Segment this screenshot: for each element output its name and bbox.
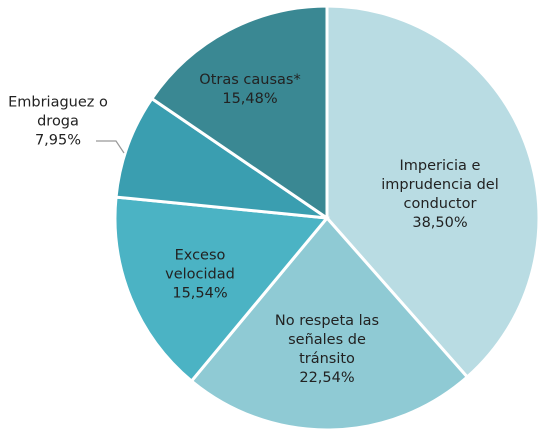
- category-label: Otras causas*: [199, 72, 301, 88]
- slice-label: Impericia e imprudencia del conductor 38,…: [370, 157, 510, 233]
- pie-slice: [114, 96, 328, 220]
- category-label: No respeta las señales de tránsito: [274, 313, 380, 367]
- slice-label: No respeta las señales de tránsito 22,54%: [262, 312, 392, 388]
- category-label: Embriaguez o droga: [8, 94, 108, 130]
- slice-label: Otras causas* 15,48%: [180, 71, 320, 109]
- value-label: 7,95%: [34, 132, 82, 149]
- value-label: 22,54%: [299, 370, 355, 386]
- pie-slice: [325, 4, 539, 380]
- pie-slice: [189, 215, 470, 432]
- value-label: 15,48%: [222, 91, 278, 107]
- value-label: 15,54%: [172, 285, 228, 302]
- pie-slice: [113, 195, 330, 384]
- category-label: Impericia e imprudencia del conductor: [381, 158, 499, 212]
- slice-label: Embriaguez o droga 7,95%: [3, 94, 113, 151]
- pie-slice: [149, 4, 329, 221]
- category-label: Exceso velocidad: [165, 247, 235, 283]
- value-label: 38,50%: [412, 215, 468, 231]
- slice-label: Exceso velocidad 15,54%: [145, 247, 255, 304]
- leader-line: [96, 140, 125, 154]
